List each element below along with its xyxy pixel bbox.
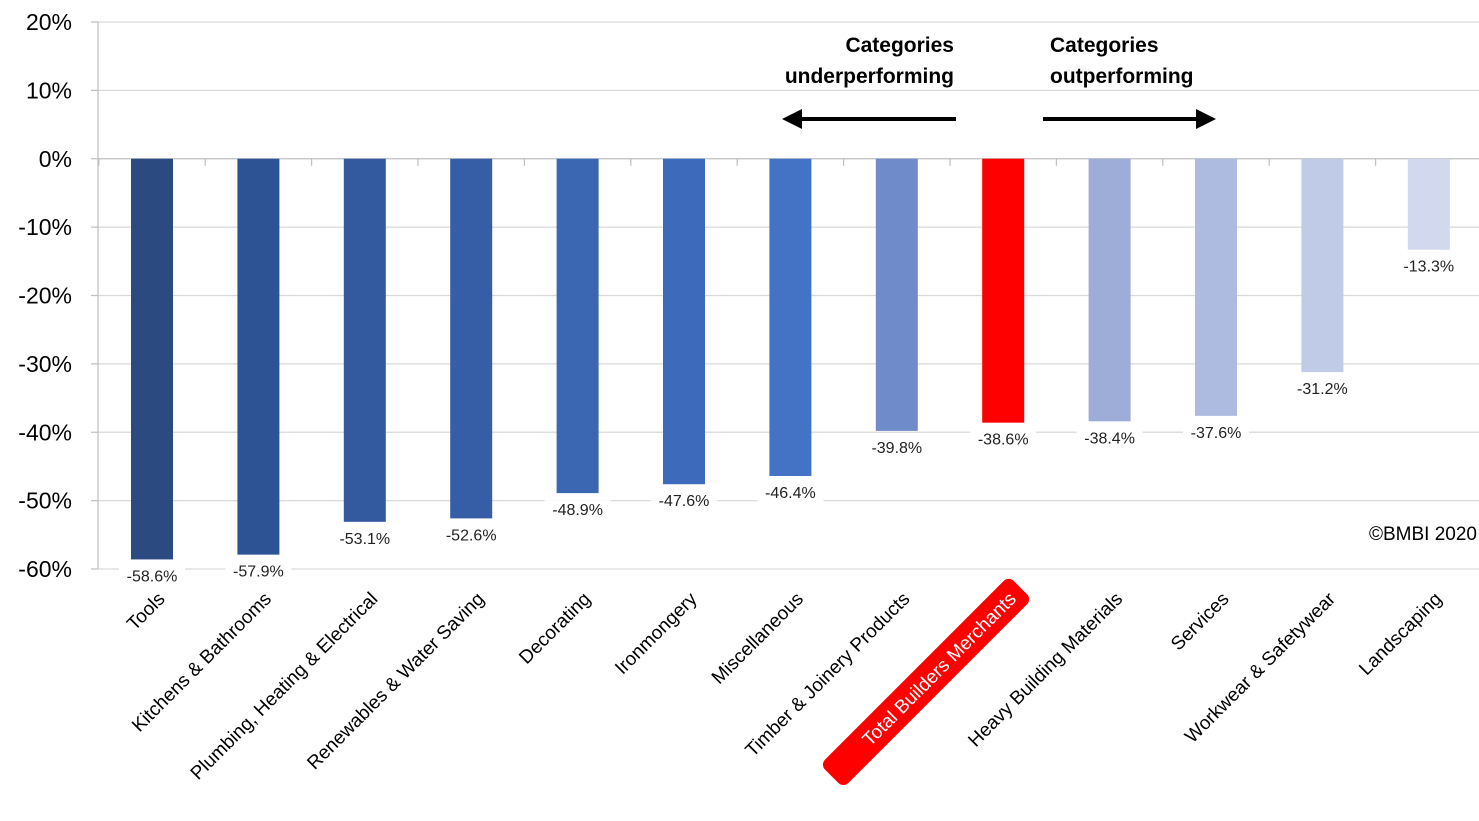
y-tick-label: -60%: [18, 556, 72, 582]
value-label-bg: [757, 483, 824, 505]
y-tick-label: -50%: [18, 488, 72, 514]
value-label-ironmongery: -47.6%: [659, 493, 710, 510]
y-tick-label: -30%: [18, 351, 72, 377]
category-label-landscaping: Landscaping: [1355, 589, 1446, 680]
bar-workwear-and-safetywear: [1301, 158, 1344, 373]
bar-timber-and-joinery-products: [875, 158, 918, 431]
value-label-bg: [225, 561, 292, 583]
y-tick-label: 10%: [26, 77, 72, 103]
left-arrow-head: [782, 109, 802, 129]
value-label-bg: [1395, 256, 1462, 278]
value-label-group: -52.6%: [438, 525, 505, 547]
copyright-label: ©BMBI 2020: [1369, 524, 1477, 545]
bar-miscellaneous: [769, 158, 812, 477]
value-label-group: -37.6%: [1183, 422, 1249, 444]
category-label-plumbing-heating-and-electrical: Plumbing, Heating & Electrical: [187, 589, 383, 785]
underperforming-line1: Categories: [845, 34, 954, 57]
value-label-bg: [863, 437, 930, 459]
outperforming-line2: outperforming: [1050, 65, 1193, 88]
value-label-group: -58.6%: [119, 566, 185, 588]
y-tick-label: -40%: [18, 419, 72, 445]
category-label-group: Ironmongery: [611, 588, 702, 679]
value-label-heavy-building-materials: -38.4%: [1084, 430, 1135, 447]
value-label-bg: [1076, 428, 1143, 450]
bar-total-builders-merchants: [982, 158, 1025, 423]
value-label-bg: [119, 566, 185, 588]
highlight-label-badge: [822, 578, 1030, 786]
category-label-group: Miscellaneous: [708, 589, 808, 689]
value-label-group: -46.4%: [757, 483, 824, 505]
y-tick-label: 20%: [26, 9, 72, 35]
category-label-ironmongery: Ironmongery: [611, 588, 702, 679]
bar-tools: [131, 158, 173, 560]
category-label-tools: Tools: [123, 589, 169, 635]
y-tick-label: -20%: [18, 283, 72, 309]
value-label-bg: [438, 525, 505, 547]
category-label-renewables-and-water-saving: Renewables & Water Saving: [303, 589, 488, 774]
category-label-group: Renewables & Water Saving: [303, 589, 488, 774]
value-label-tools: -58.6%: [127, 568, 178, 585]
category-label-group: Landscaping: [1355, 589, 1446, 680]
value-label-bg: [651, 491, 717, 513]
y-tick-label: 0%: [39, 146, 72, 172]
value-label-group: -39.8%: [863, 437, 930, 459]
value-label-workwear-and-safetywear: -31.2%: [1297, 381, 1348, 398]
category-label-group: Services: [1167, 589, 1233, 655]
category-label-group: Tools: [123, 589, 169, 635]
value-label-group: -13.3%: [1395, 256, 1462, 278]
category-label-group: Total Builders Merchants: [822, 578, 1030, 786]
value-label-group: -47.6%: [651, 491, 717, 513]
value-labels: -58.6% -57.9% -53.1% -52.6% -48.9% -47.6% -46.…: [119, 256, 1462, 588]
value-label-total-builders-merchants: -38.6%: [978, 432, 1029, 449]
bar-services: [1195, 158, 1237, 416]
value-label-decorating: -48.9%: [552, 502, 603, 519]
value-label-kitchens-and-bathrooms: -57.9%: [233, 564, 284, 581]
category-label-group: Plumbing, Heating & Electrical: [187, 589, 383, 785]
bar-heavy-building-materials: [1088, 158, 1131, 422]
value-label-miscellaneous: -46.4%: [765, 485, 816, 502]
value-label-group: -53.1%: [331, 528, 398, 550]
bar-ironmongery: [663, 158, 705, 485]
y-tick-label: -10%: [18, 214, 72, 240]
right-arrow-head: [1196, 109, 1216, 129]
bar-decorating: [556, 158, 599, 494]
value-label-landscaping: -13.3%: [1403, 259, 1454, 276]
category-label-decorating: Decorating: [515, 589, 595, 669]
bar-landscaping: [1407, 158, 1450, 250]
category-label-miscellaneous: Miscellaneous: [708, 589, 808, 689]
underperforming-line2: underperforming: [785, 65, 954, 88]
annotation-underperforming: Categories underperforming: [782, 34, 956, 129]
bar-kitchens-and-bathrooms: [237, 158, 280, 555]
value-label-renewables-and-water-saving: -52.6%: [446, 527, 497, 544]
value-label-bg: [331, 528, 398, 550]
category-label-group: Decorating: [515, 589, 595, 669]
value-label-services: -37.6%: [1191, 425, 1242, 442]
category-label-services: Services: [1167, 589, 1233, 655]
y-axis-tick-labels: 20% 10% 0% -10% -20% -30% -40% -50% -60%: [18, 9, 72, 582]
value-label-bg: [1289, 379, 1356, 401]
value-label-group: -31.2%: [1289, 379, 1356, 401]
bars: [131, 158, 1450, 560]
value-label-group: -57.9%: [225, 561, 292, 583]
bar-plumbing-heating-and-electrical: [343, 158, 386, 522]
value-label-bg: [970, 429, 1037, 451]
value-label-group: -38.4%: [1076, 428, 1143, 450]
value-label-group: -38.6%: [970, 429, 1037, 451]
value-label-bg: [544, 500, 611, 522]
annotation-outperforming: Categories outperforming: [1043, 34, 1216, 129]
outperforming-line1: Categories: [1050, 34, 1159, 57]
value-label-bg: [1183, 422, 1249, 444]
value-label-plumbing-heating-and-electrical: -53.1%: [339, 531, 390, 548]
value-label-timber-and-joinery-products: -39.8%: [871, 440, 922, 457]
bar-renewables-and-water-saving: [450, 158, 493, 519]
value-label-group: -48.9%: [544, 500, 611, 522]
